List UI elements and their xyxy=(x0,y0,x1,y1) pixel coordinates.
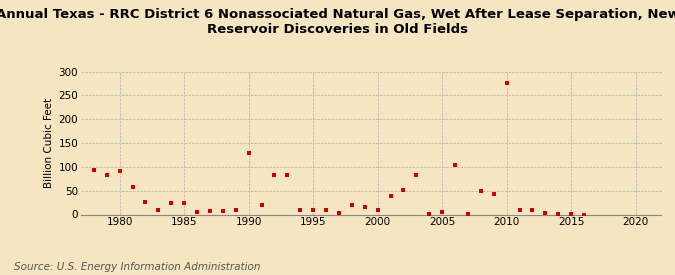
Point xyxy=(295,208,306,212)
Point xyxy=(514,208,525,212)
Point xyxy=(217,208,228,213)
Point xyxy=(437,210,448,214)
Point xyxy=(140,200,151,204)
Point xyxy=(566,212,576,216)
Point xyxy=(502,81,512,86)
Point xyxy=(540,211,551,215)
Point xyxy=(88,168,99,172)
Point xyxy=(527,208,538,212)
Point xyxy=(230,208,241,212)
Point xyxy=(462,211,473,216)
Point xyxy=(346,203,357,207)
Point xyxy=(321,208,331,212)
Point xyxy=(373,208,383,212)
Y-axis label: Billion Cubic Feet: Billion Cubic Feet xyxy=(45,98,54,188)
Point xyxy=(127,185,138,189)
Point xyxy=(192,210,202,214)
Point xyxy=(578,212,589,217)
Point xyxy=(269,173,280,177)
Point xyxy=(179,200,190,205)
Point xyxy=(450,163,460,167)
Point xyxy=(243,151,254,156)
Point xyxy=(114,169,125,173)
Point xyxy=(153,208,164,212)
Point xyxy=(359,205,370,210)
Point xyxy=(205,209,215,213)
Text: Annual Texas - RRC District 6 Nonassociated Natural Gas, Wet After Lease Separat: Annual Texas - RRC District 6 Nonassocia… xyxy=(0,8,675,36)
Point xyxy=(398,188,409,192)
Point xyxy=(553,211,564,216)
Point xyxy=(101,173,112,177)
Point xyxy=(424,211,435,216)
Point xyxy=(475,188,486,193)
Point xyxy=(489,191,500,196)
Text: Source: U.S. Energy Information Administration: Source: U.S. Energy Information Administ… xyxy=(14,262,260,272)
Point xyxy=(282,173,293,177)
Point xyxy=(166,200,177,205)
Point xyxy=(333,211,344,215)
Point xyxy=(385,194,396,199)
Point xyxy=(411,173,422,178)
Point xyxy=(308,208,319,212)
Point xyxy=(256,203,267,207)
